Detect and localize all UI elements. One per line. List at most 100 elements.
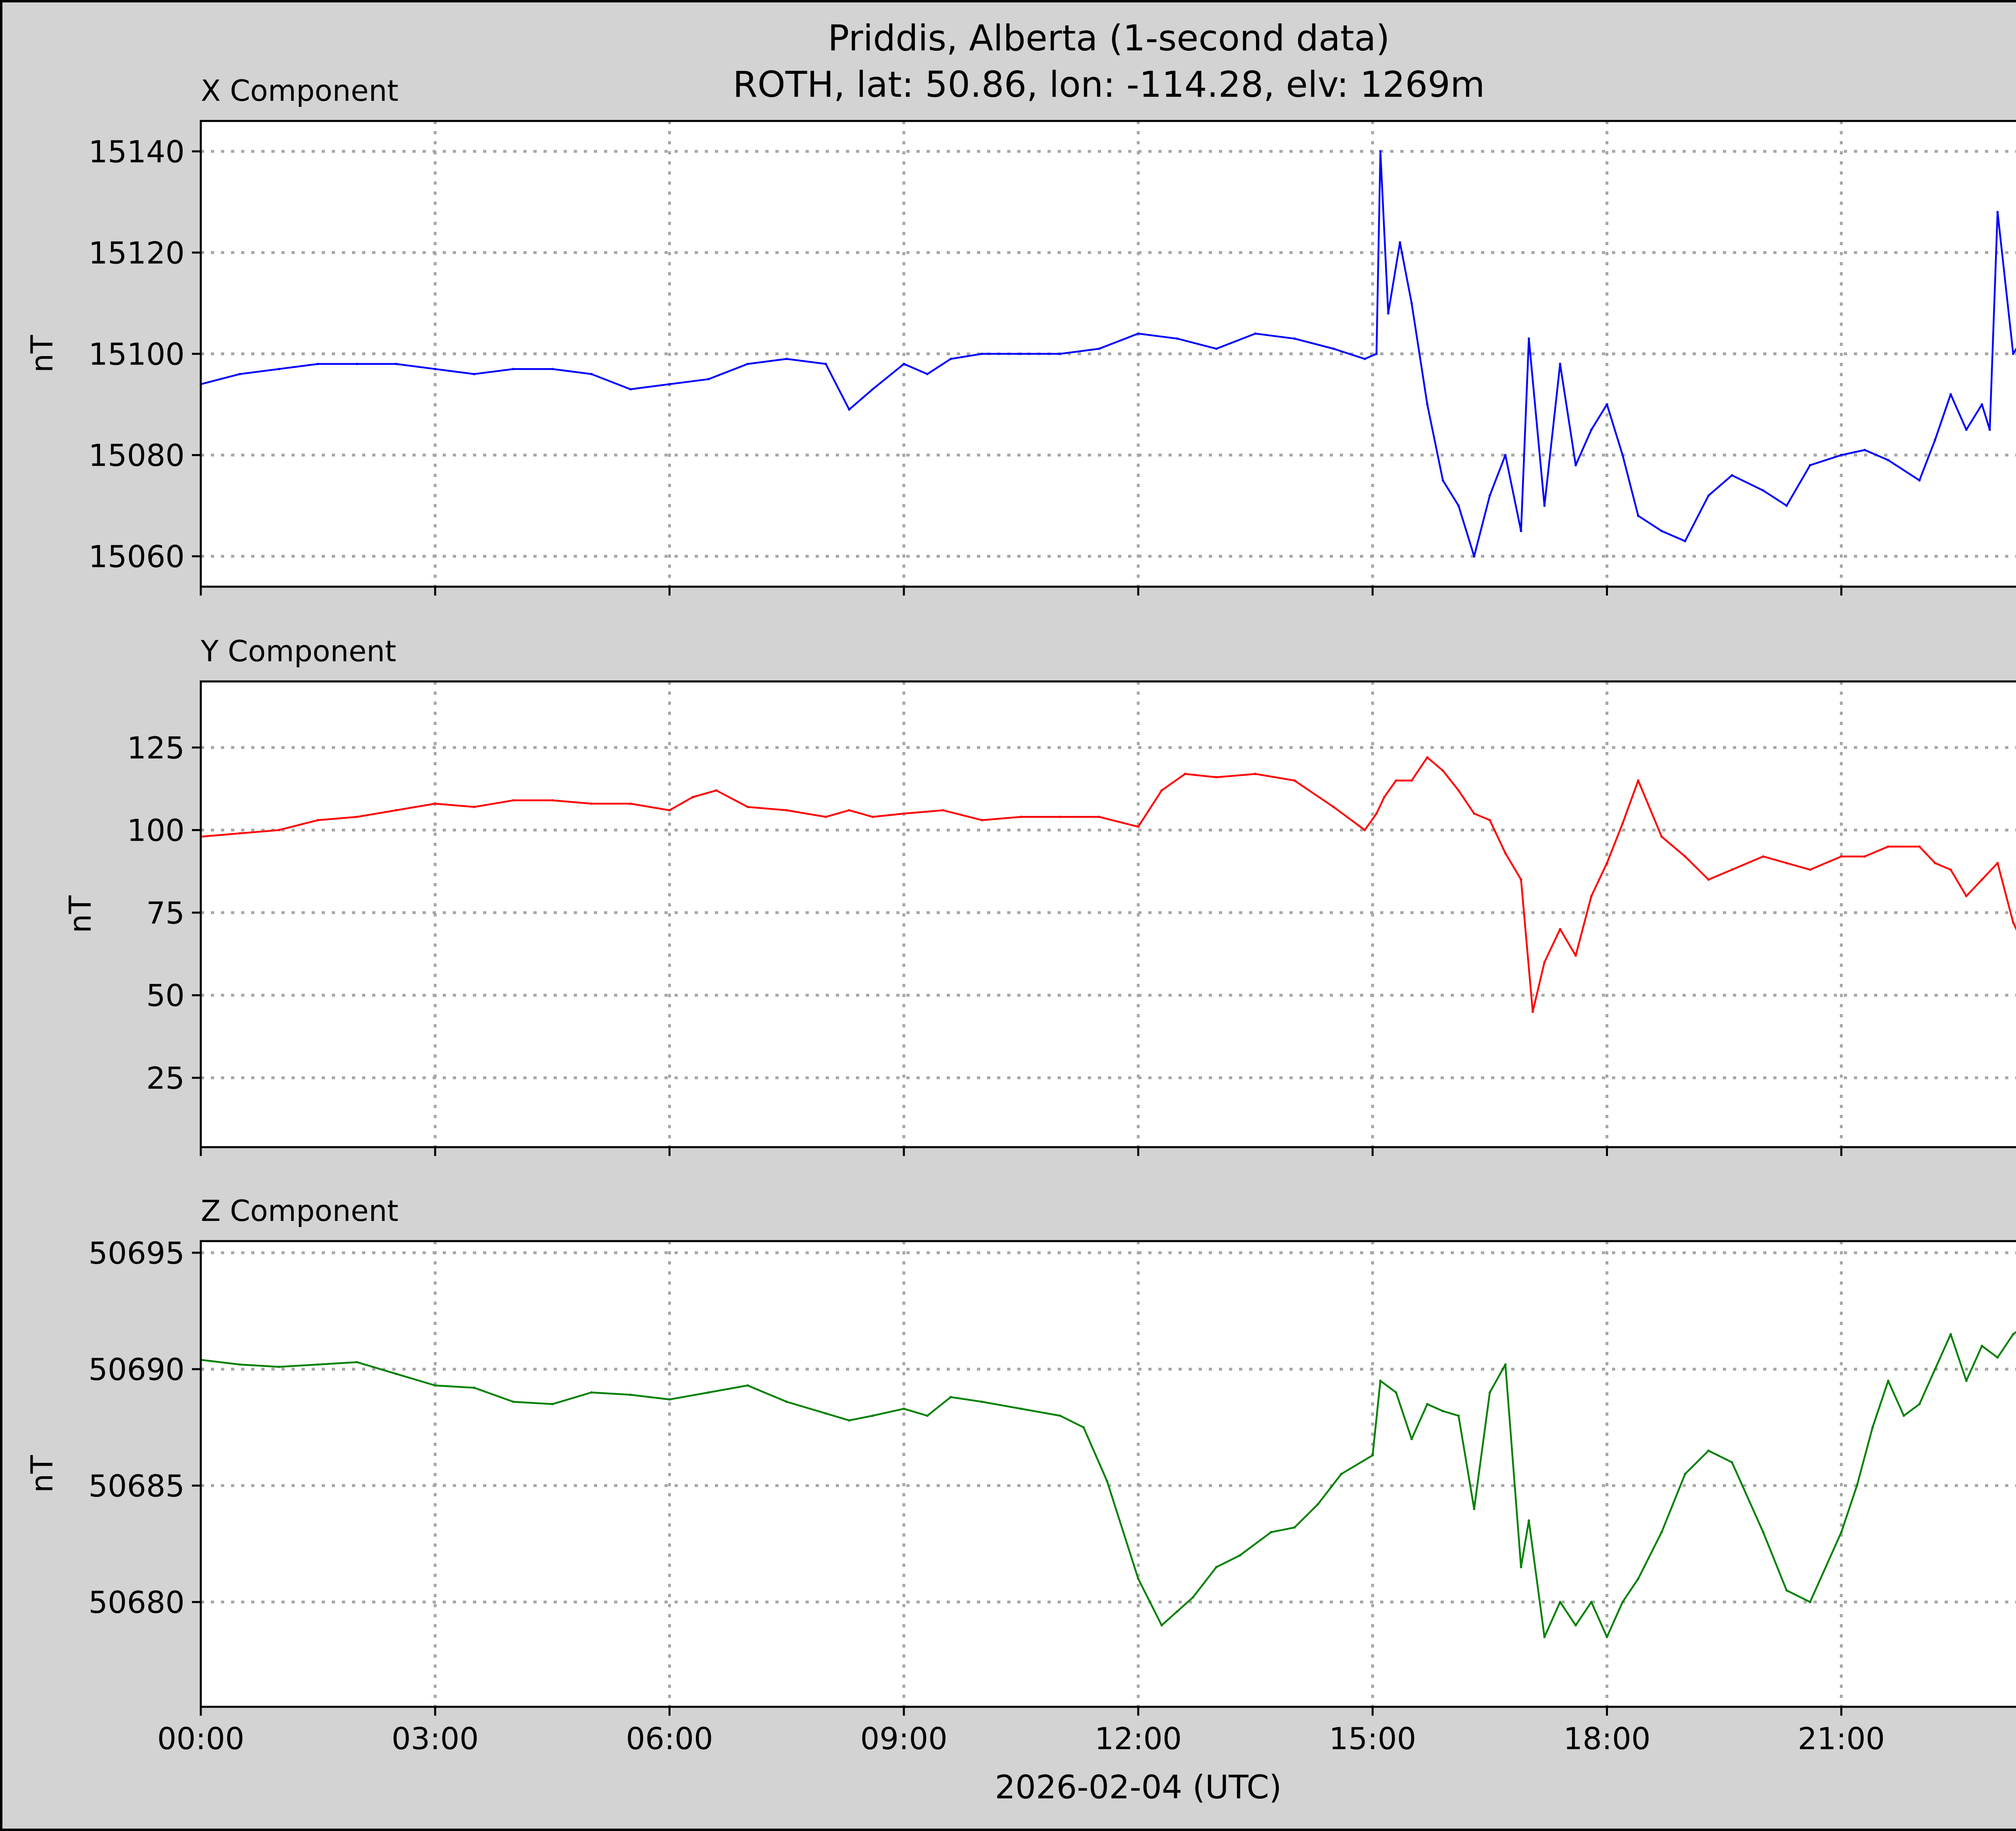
plot-area [201,681,2016,1147]
data-point [1160,1624,1163,1627]
data-point [1637,779,1639,782]
y-tick-label: 15060 [88,539,185,575]
data-point [1707,1449,1710,1452]
data-point [1316,1503,1319,1506]
data-point [1293,779,1296,782]
data-point [1531,1010,1534,1013]
x-tick-label: 09:00 [860,1721,948,1756]
data-point [1965,428,1968,431]
data-point [1840,855,1843,858]
data-point [1176,337,1179,340]
data-point [1473,555,1476,558]
data-point [1949,868,1952,871]
data-point [1949,393,1952,396]
data-point [1332,806,1335,808]
y-tick-label: 50685 [88,1468,185,1504]
data-point [1215,776,1218,779]
data-point [1660,1531,1663,1533]
data-point [825,815,827,818]
data-point [1387,312,1389,315]
data-point [356,815,358,818]
data-point [1809,868,1812,871]
data-point [1574,464,1577,467]
data-point [1457,789,1460,792]
data-point [1981,878,1983,881]
data-point [1059,1414,1062,1417]
x-axis-label: 2026-02-04 (UTC) [995,1769,1281,1806]
data-point [871,1414,874,1417]
data-point [395,809,398,812]
y-tick-label: 15120 [88,235,185,271]
data-point [1527,1519,1530,1522]
data-point [691,796,694,798]
data-point [1809,464,1812,467]
data-point [1684,1473,1687,1475]
data-point [1488,1391,1491,1394]
data-point [1707,494,1710,497]
data-point [277,368,280,371]
data-point [1621,1601,1624,1604]
data-point [1637,515,1639,517]
data-point [1184,773,1187,775]
data-point [356,362,358,365]
data-point [1293,337,1296,340]
data-point [1965,1379,1968,1382]
data-point [1375,352,1378,355]
data-point [1363,358,1366,360]
data-point [590,373,593,375]
data-point [1887,845,1889,848]
data-point [1785,1589,1788,1592]
data-point [473,373,476,375]
data-point [1981,1344,1983,1347]
data-point [356,1361,358,1364]
data-point [902,362,905,365]
data-point [1137,825,1139,828]
data-point [1340,1473,1343,1475]
data-point [1371,1454,1374,1457]
data-point [551,1403,554,1406]
data-point [1059,815,1062,818]
data-point [317,1363,319,1366]
data-point [1520,878,1522,881]
data-point [1871,1426,1874,1429]
data-point [950,358,952,360]
data-point [926,373,929,375]
data-point [1473,1508,1476,1510]
data-point [1191,1596,1194,1599]
data-point [1949,1333,1952,1335]
x-tick-label: 00:00 [157,1721,244,1756]
data-point [512,1400,514,1403]
data-point [1863,449,1866,451]
data-point [1238,1554,1241,1557]
data-point [1020,1407,1023,1410]
data-point [1527,337,1530,340]
data-point [1332,347,1335,350]
data-point [434,802,437,805]
data-point [473,806,476,808]
data-point [746,362,749,365]
data-point [1559,928,1562,931]
data-point [746,806,749,808]
data-point [1559,1601,1562,1604]
data-point [1504,1363,1507,1366]
data-point [395,362,398,365]
chart-title: Priddis, Alberta (1-second data) [828,17,1390,59]
data-point [902,812,905,815]
data-point [1543,1635,1546,1638]
y-tick-label: 50695 [88,1235,185,1271]
data-point [1918,845,1921,848]
data-point [1731,474,1733,477]
data-point [1996,211,1999,213]
data-point [1934,438,1937,441]
data-point [1965,895,1968,898]
data-point [1590,428,1593,431]
data-point [825,1412,827,1415]
data-point [1426,403,1429,406]
y-tick-label: 50690 [88,1352,185,1387]
data-point [590,802,593,805]
data-point [1543,504,1546,507]
data-point [395,1373,398,1375]
data-point [1785,862,1788,864]
data-point [1574,1624,1577,1627]
